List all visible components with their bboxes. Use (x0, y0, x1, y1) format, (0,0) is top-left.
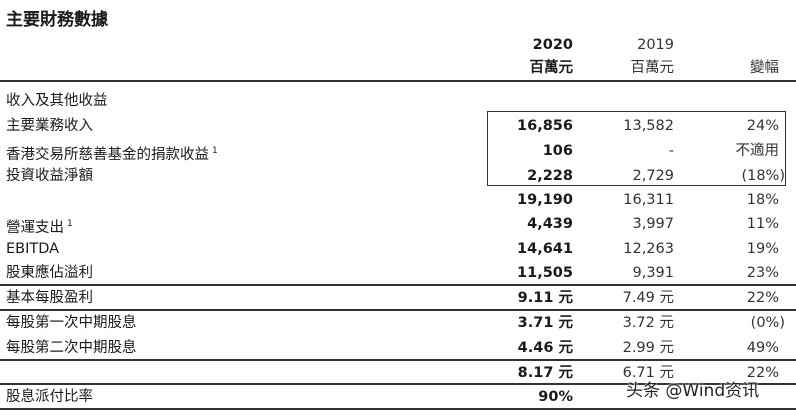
value-2020: 19,190 (517, 192, 573, 208)
table-row: 主要業務收入 16,856 13,582 24% (0, 114, 796, 138)
row-label: 基本每股盈利 (6, 286, 93, 310)
value-change: 不適用 (735, 143, 780, 159)
value-2019: - (668, 143, 674, 159)
row-label-text: 營運支出 (6, 220, 64, 236)
value-2020: 106 (542, 143, 573, 159)
value-2020: 3.71 元 (517, 315, 573, 331)
value-2019: 6.71 元 (622, 365, 674, 381)
value-change: (18%) (741, 168, 785, 184)
row-label: 營運支出 1 (6, 212, 73, 240)
value-change: 22% (746, 365, 779, 381)
value-2020: 2,228 (527, 168, 573, 184)
table-row: 每股第二次中期股息 4.46 元 2.99 元 49% (0, 336, 796, 360)
value-2020: 4,439 (527, 216, 573, 232)
value-2020: 8.17 元 (517, 365, 573, 381)
divider (0, 80, 796, 82)
table-row: 營運支出 1 4,439 3,997 11% (0, 212, 796, 236)
value-change: 23% (746, 265, 779, 281)
footnote-marker: 1 (212, 146, 218, 156)
table-row: 香港交易所慈善基金的捐款收益 1 106 - 不適用 (0, 139, 796, 163)
table-row: 股息派付比率 90% (0, 385, 796, 409)
divider (0, 383, 796, 385)
row-label: 主要業務收入 (6, 114, 93, 138)
header-year-row: 2020 2019 (0, 33, 796, 57)
value-change: 18% (746, 192, 779, 208)
header-2019: 2019 (637, 37, 674, 53)
row-label-text: 香港交易所慈善基金的捐款收益 (6, 147, 209, 163)
value-change: 24% (746, 118, 779, 134)
row-label-text: EBITDA (6, 241, 60, 257)
row-label: 收入及其他收益 (6, 89, 108, 113)
row-label: 每股第二次中期股息 (6, 336, 137, 360)
unit-2019: 百萬元 (630, 60, 675, 76)
value-2020: 11,505 (517, 265, 573, 281)
value-2019: 7.49 元 (622, 290, 674, 306)
table-row: 基本每股盈利 9.11 元 7.49 元 22% (0, 286, 796, 310)
row-label-text: 股東應佔溢利 (6, 265, 93, 281)
value-2020: 16,856 (517, 118, 573, 134)
value-2020: 14,641 (517, 241, 573, 257)
row-label: 每股第一次中期股息 (6, 311, 137, 335)
value-change: 19% (746, 241, 779, 257)
value-2019: 12,263 (623, 241, 674, 257)
revenue-box (487, 111, 786, 186)
row-label: 香港交易所慈善基金的捐款收益 1 (6, 139, 218, 167)
value-2019: 2.99 元 (622, 340, 674, 356)
value-2019: 9,391 (632, 265, 674, 281)
header-change: 變幅 (750, 60, 779, 76)
value-2019: 16,311 (623, 192, 674, 208)
value-2019: 2,729 (632, 168, 674, 184)
table-row: 19,190 16,311 18% (0, 188, 796, 212)
table-row: 收入及其他收益 (0, 89, 796, 113)
row-label-text: 股息派付比率 (6, 389, 93, 405)
row-label: 股息派付比率 (6, 385, 93, 409)
value-change: 49% (746, 340, 779, 356)
row-label-text: 投資收益淨額 (6, 168, 93, 184)
value-change: 22% (746, 290, 779, 306)
value-2019: 3.72 元 (622, 315, 674, 331)
row-label: 投資收益淨額 (6, 164, 93, 188)
header-unit-row: 百萬元 百萬元 變幅 (0, 56, 796, 80)
page-title: 主要財務數據 (6, 10, 108, 30)
row-label-text: 主要業務收入 (6, 118, 93, 134)
table-row: 股東應佔溢利 11,505 9,391 23% (0, 261, 796, 285)
table-row: 投資收益淨額 2,228 2,729 (18%) (0, 164, 796, 188)
value-2020: 4.46 元 (517, 340, 573, 356)
row-label-text: 每股第一次中期股息 (6, 315, 137, 331)
divider (0, 309, 796, 311)
row-label-text: 基本每股盈利 (6, 290, 93, 306)
watermark: 头条 @Wind资讯 (626, 381, 760, 401)
unit-2020: 百萬元 (529, 60, 574, 76)
divider (0, 408, 796, 410)
divider (0, 284, 796, 286)
row-label-text: 收入及其他收益 (6, 93, 108, 109)
table-row: 每股第一次中期股息 3.71 元 3.72 元 (0%) (0, 311, 796, 335)
divider (0, 359, 796, 361)
value-change: (0%) (750, 315, 785, 331)
value-2020: 90% (538, 389, 573, 405)
row-label: 股東應佔溢利 (6, 261, 93, 285)
table-row: 8.17 元 6.71 元 22% (0, 361, 796, 385)
value-change: 11% (746, 216, 779, 232)
header-2020: 2020 (532, 37, 573, 53)
row-label: EBITDA (6, 237, 59, 261)
value-2019: 3,997 (632, 216, 674, 232)
row-label-text: 每股第二次中期股息 (6, 340, 137, 356)
value-2020: 9.11 元 (517, 290, 573, 306)
footnote-marker: 1 (67, 219, 73, 229)
value-2019: 13,582 (623, 118, 674, 134)
table-row: EBITDA 14,641 12,263 19% (0, 237, 796, 261)
